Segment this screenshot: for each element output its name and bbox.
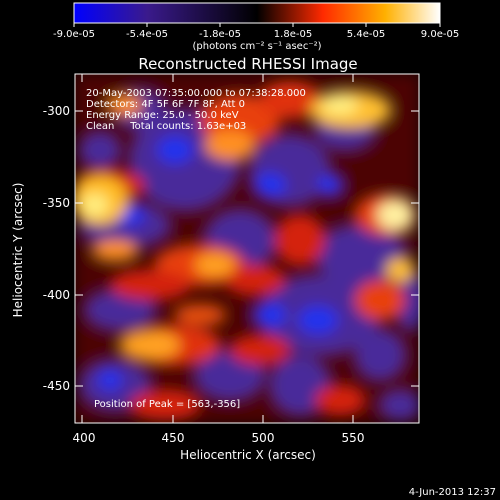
y-tick-label: -450	[43, 379, 70, 393]
method-counts-label: Clean Total counts: 1.63e+03	[86, 121, 246, 132]
colorbar-units: (photons cm⁻² s⁻¹ asec⁻²)	[192, 41, 321, 52]
y-axis-label: Heliocentric Y (arcsec)	[11, 183, 25, 318]
colorbar-tick-label: -5.4e-05	[126, 29, 168, 40]
image-title: Reconstructed RHESSI Image	[138, 55, 357, 73]
colorbar-tick-label: -9.0e-05	[53, 29, 95, 40]
colorbar-gradient	[73, 2, 441, 24]
x-tick-label: 500	[252, 431, 275, 445]
x-axis-label: Heliocentric X (arcsec)	[180, 448, 316, 462]
colorbar-tick-label: 9.0e-05	[421, 29, 459, 40]
colorbar-tick-label: -1.8e-05	[199, 29, 241, 40]
generation-timestamp: 4-Jun-2013 12:37	[409, 487, 496, 498]
x-tick-label: 450	[162, 431, 185, 445]
colorbar-tick-label: 5.4e-05	[347, 29, 385, 40]
colorbar-tick-label: 1.8e-05	[274, 29, 312, 40]
x-tick-label: 400	[73, 431, 96, 445]
time-range-label: 20-May-2003 07:35:00.000 to 07:38:28.000	[86, 88, 306, 99]
y-tick-label: -400	[43, 288, 70, 302]
axis-ticks	[75, 74, 419, 423]
y-tick-label: -300	[43, 104, 70, 118]
rhessi-image	[75, 74, 419, 423]
detectors-label: Detectors: 4F 5F 6F 7F 8F, Att 0	[86, 99, 245, 110]
plot-frame	[74, 73, 420, 424]
x-tick-label: 550	[342, 431, 365, 445]
y-tick-label: -350	[43, 196, 70, 210]
colorbar-ticks	[73, 23, 441, 27]
peak-position-label: Position of Peak = [563,-356]	[94, 399, 240, 410]
energy-range-label: Energy Range: 25.0 - 50.0 keV	[86, 110, 239, 121]
colorbar: -9.0e-05 -5.4e-05 -1.8e-05 1.8e-05 5.4e-…	[53, 2, 459, 52]
